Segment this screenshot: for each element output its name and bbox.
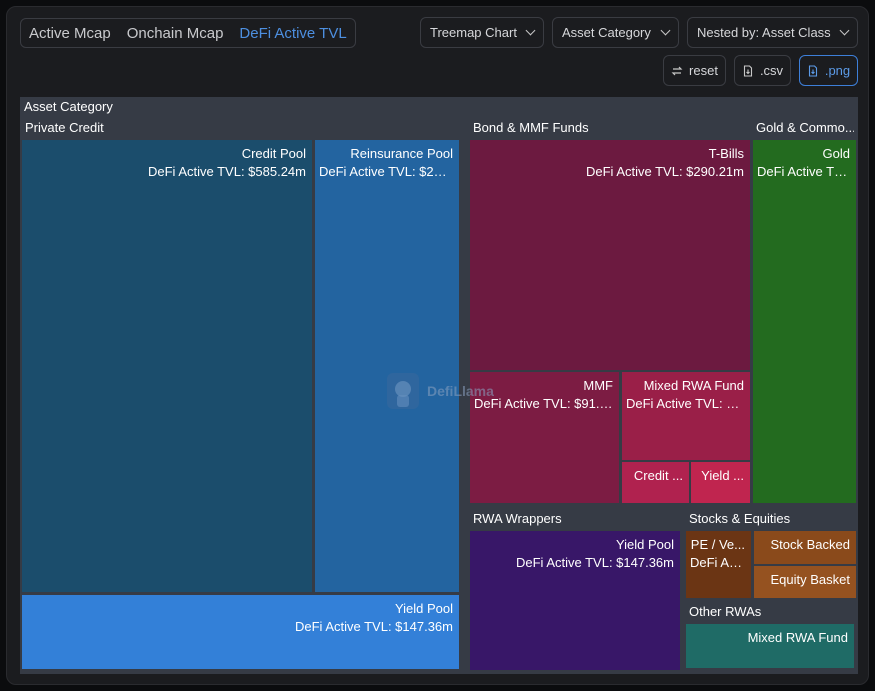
treemap-leaf-gold[interactable]: Gold DeFi Active TV... xyxy=(753,140,856,503)
treemap-leaf-value: DeFi Active TVL: $... xyxy=(626,396,744,411)
chevron-down-icon xyxy=(660,25,671,36)
treemap-leaf-name: T-Bills xyxy=(708,146,744,161)
file-download-icon xyxy=(808,64,817,77)
treemap-group-title: Gold & Commo... xyxy=(756,120,854,135)
treemap-leaf-name: Mixed RWA Fund xyxy=(747,630,848,645)
treemap-root-title: Asset Category xyxy=(24,99,113,114)
treemap-leaf-value: DeFi Active TVL: $585.24m xyxy=(147,164,306,179)
png-label: .png xyxy=(824,63,851,78)
nested-by-value: Nested by: Asset Class xyxy=(697,25,831,40)
file-download-icon xyxy=(743,64,752,77)
treemap-leaf-name: Credit Pool xyxy=(241,146,306,161)
treemap-leaf-yield[interactable]: Yield ... xyxy=(691,462,750,503)
treemap-leaf-name: Mixed RWA Fund xyxy=(643,378,744,393)
treemap-chart: Asset Category Private Credit Credit Pool… xyxy=(20,97,858,674)
treemap-leaf-name: Gold xyxy=(822,146,850,161)
treemap-leaf-name: Yield ... xyxy=(701,468,744,483)
treemap-group-rwa-wrappers[interactable]: RWA Wrappers Yield Pool DeFi Active TVL: $… xyxy=(470,509,683,672)
treemap-group-title: Bond & MMF Funds xyxy=(473,120,589,135)
treemap-group-other-rwas[interactable]: Other RWAs Mixed RWA Fund xyxy=(686,602,856,672)
reset-button[interactable]: reset xyxy=(663,55,726,86)
treemap-leaf-name: Credit ... xyxy=(633,468,683,483)
treemap-leaf-value: DeFi Active TVL: $290.21m xyxy=(585,164,744,179)
treemap-leaf-mixed-rwa-fund[interactable]: Mixed RWA Fund xyxy=(686,624,854,668)
treemap-leaf-mixed-rwa-fund[interactable]: Mixed RWA Fund DeFi Active TVL: $... xyxy=(622,372,750,460)
treemap-leaf-credit-pool[interactable]: Credit Pool DeFi Active TVL: $585.24m xyxy=(22,140,312,592)
treemap-leaf-name: Equity Basket xyxy=(770,572,851,587)
treemap-leaf-yield-pool[interactable]: Yield Pool DeFi Active TVL: $147.36m xyxy=(470,531,680,670)
chart-type-select[interactable]: Treemap Chart xyxy=(420,17,544,48)
tab-defi-active-tvl[interactable]: DeFi Active TVL xyxy=(239,24,347,42)
treemap-group-title: Other RWAs xyxy=(689,604,762,619)
reset-label: reset xyxy=(689,63,718,78)
chart-type-value: Treemap Chart xyxy=(430,25,517,40)
treemap-leaf-t-bills[interactable]: T-Bills DeFi Active TVL: $290.21m xyxy=(470,140,750,370)
treemap-leaf-value: DeFi Active TVL: $91.1... xyxy=(474,396,613,411)
category-select[interactable]: Asset Category xyxy=(552,17,679,48)
treemap-group-stocks-equities[interactable]: Stocks & Equities PE / Ve... DeFi Ac... Sto… xyxy=(686,509,856,600)
treemap-leaf-reinsurance-pool[interactable]: Reinsurance Pool DeFi Active TVL: $292... xyxy=(315,140,459,592)
treemap-leaf-stock-backed[interactable]: Stock Backed xyxy=(754,531,856,564)
treemap-leaf-yield-pool[interactable]: Yield Pool DeFi Active TVL: $147.36m xyxy=(22,595,459,669)
treemap-group-private-credit[interactable]: Private Credit Credit Pool DeFi Active TVL… xyxy=(22,118,459,672)
treemap-leaf-pe-ve[interactable]: PE / Ve... DeFi Ac... xyxy=(686,531,751,598)
treemap-group-gold-commo[interactable]: Gold & Commo... Gold DeFi Active TV... xyxy=(753,118,856,507)
treemap-leaf-credit[interactable]: Credit ... xyxy=(622,462,689,503)
treemap-leaf-name: Reinsurance Pool xyxy=(350,146,453,161)
tab-active-mcap[interactable]: Active Mcap xyxy=(29,24,111,42)
csv-download-button[interactable]: .csv xyxy=(734,55,791,86)
treemap-leaf-name: PE / Ve... xyxy=(690,537,745,552)
treemap-leaf-name: Yield Pool xyxy=(615,537,674,552)
treemap-leaf-value: DeFi Active TVL: $292... xyxy=(319,164,453,179)
treemap-leaf-name: Yield Pool xyxy=(394,601,453,616)
treemap-panel: Active Mcap Onchain Mcap DeFi Active TVL… xyxy=(6,6,869,685)
treemap-group-title: Stocks & Equities xyxy=(689,511,791,526)
treemap-group-title: Private Credit xyxy=(25,120,104,135)
treemap-leaf-value: DeFi Active TV... xyxy=(757,164,850,179)
treemap-leaf-name: MMF xyxy=(583,378,613,393)
chevron-down-icon xyxy=(525,25,536,36)
png-download-button[interactable]: .png xyxy=(799,55,858,86)
treemap-leaf-mmf[interactable]: MMF DeFi Active TVL: $91.1... xyxy=(470,372,619,503)
reset-icon xyxy=(671,66,683,75)
treemap-leaf-value: DeFi Ac... xyxy=(690,555,745,570)
treemap-group-title: RWA Wrappers xyxy=(473,511,562,526)
treemap-leaf-name: Stock Backed xyxy=(770,537,851,552)
category-value: Asset Category xyxy=(562,25,651,40)
metric-tabs: Active Mcap Onchain Mcap DeFi Active TVL xyxy=(20,18,356,48)
treemap-leaf-value: DeFi Active TVL: $147.36m xyxy=(294,619,453,634)
tab-onchain-mcap[interactable]: Onchain Mcap xyxy=(126,24,224,42)
treemap-leaf-value: DeFi Active TVL: $147.36m xyxy=(515,555,674,570)
chevron-down-icon xyxy=(839,25,850,36)
treemap-group-bond-mmf-funds[interactable]: Bond & MMF Funds T-Bills DeFi Active TVL: … xyxy=(470,118,750,507)
nested-by-select[interactable]: Nested by: Asset Class xyxy=(687,17,858,48)
treemap-leaf-equity-basket[interactable]: Equity Basket xyxy=(754,566,856,598)
csv-label: .csv xyxy=(759,63,784,78)
